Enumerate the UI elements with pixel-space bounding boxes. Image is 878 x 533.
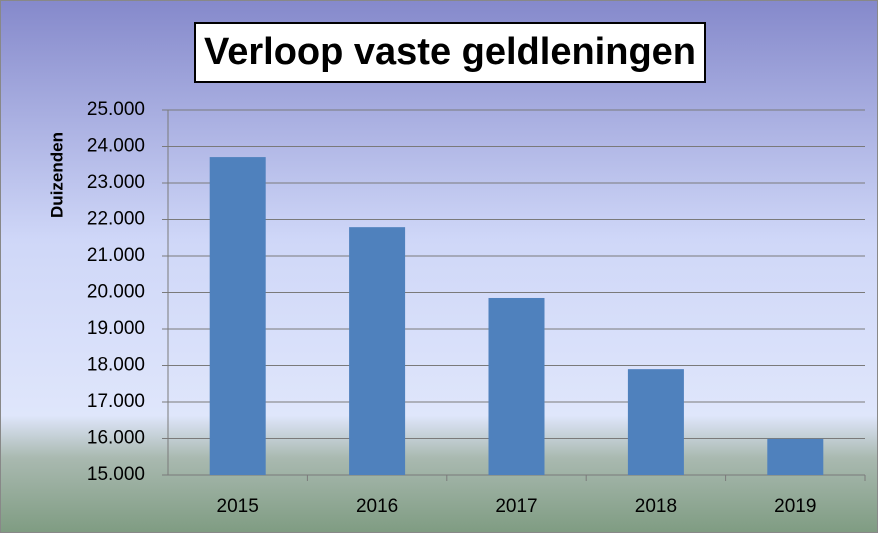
bar — [488, 297, 545, 475]
bar — [767, 438, 824, 475]
title-box — [194, 22, 706, 83]
y-axis-label: Duizenden — [47, 132, 66, 218]
y-tick-label: 22.000 — [87, 209, 145, 230]
y-tick-label: 23.000 — [87, 172, 145, 193]
y-tick-label: 15.000 — [87, 464, 145, 485]
y-tick-label: 17.000 — [87, 391, 145, 412]
y-tick-label: 16.000 — [87, 428, 145, 449]
y-tick-label: 24.000 — [87, 136, 145, 157]
x-tick-label: 2017 — [495, 496, 537, 517]
bar — [627, 369, 684, 475]
x-tick-label: 2015 — [217, 496, 259, 517]
x-tick-label: 2016 — [356, 496, 398, 517]
y-tick-label: 25.000 — [87, 99, 145, 120]
y-tick-label: 19.000 — [87, 318, 145, 339]
y-tick-label: 21.000 — [87, 245, 145, 266]
chart-title: Verloop vaste geldleningen — [204, 31, 696, 73]
x-tick-label: 2019 — [774, 496, 816, 517]
bar — [209, 157, 266, 475]
bar — [349, 227, 406, 475]
x-tick-label: 2018 — [635, 496, 677, 517]
y-tick-label: 18.000 — [87, 355, 145, 376]
y-tick-label: 20.000 — [87, 282, 145, 303]
